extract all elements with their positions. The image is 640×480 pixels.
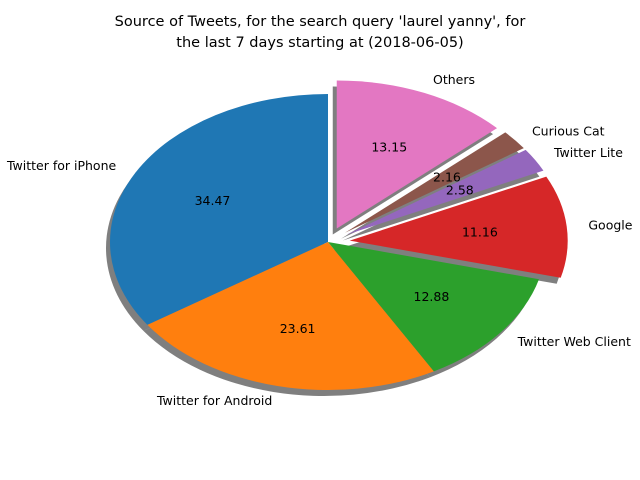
slice-twitter-web-client: [328, 242, 539, 372]
category-label-curious-cat: Curious Cat: [532, 123, 605, 138]
value-label-curious-cat: 2.16: [433, 170, 461, 185]
value-label-twitter-for-android: 23.61: [280, 321, 316, 336]
value-label-others: 13.15: [371, 140, 407, 155]
value-label-twitter-for-iphone: 34.47: [195, 193, 231, 208]
category-label-twitter-lite: Twitter Lite: [553, 145, 623, 160]
slice-twitter-for-android: [147, 242, 434, 390]
value-label-google: 11.16: [462, 225, 498, 240]
pie-wedges: [110, 80, 568, 390]
value-label-twitter-web-client: 12.88: [414, 289, 450, 304]
pie-labels: 34.47 Twitter for iPhone 23.61 Twitter for …: [6, 72, 633, 408]
category-label-google: Google: [588, 217, 632, 232]
slice-others: [336, 80, 498, 229]
slice-google: [349, 176, 568, 278]
slice-curious-cat: [344, 132, 524, 233]
category-label-twitter-for-iphone: Twitter for iPhone: [6, 158, 117, 173]
category-label-others: Others: [433, 72, 475, 87]
slice-twitter-lite: [346, 149, 544, 235]
category-label-twitter-for-android: Twitter for Android: [156, 393, 272, 408]
slice-twitter-for-iphone: [110, 94, 328, 325]
chart-title: Source of Tweets, for the search query '…: [114, 14, 526, 51]
category-label-twitter-web-client: Twitter Web Client: [517, 334, 631, 349]
value-label-twitter-lite: 2.58: [446, 182, 474, 197]
